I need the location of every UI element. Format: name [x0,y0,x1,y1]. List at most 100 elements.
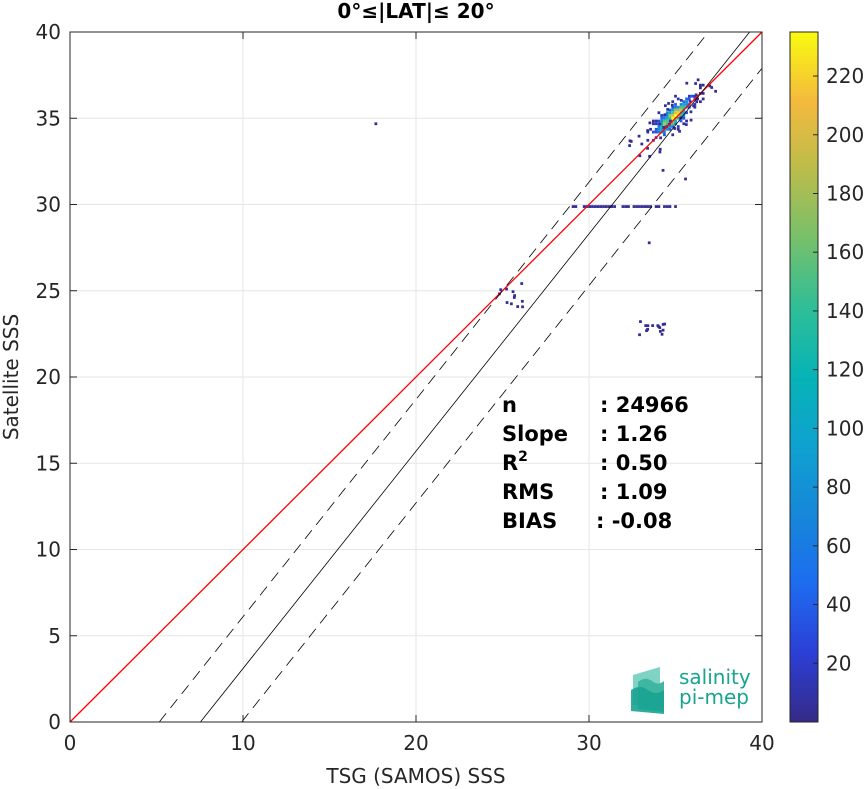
regression-lower-dashed-line [241,67,763,723]
x-tick-label: 30 [576,731,601,755]
heatmap-cell [602,205,605,208]
heatmap-cell [674,108,677,112]
heatmap-cell [656,324,660,327]
heatmap-cell [596,205,600,208]
heatmap-cell [638,154,642,158]
heatmap-cell [688,100,692,103]
colorbar-tick-label: 60 [826,534,851,558]
heatmap-cell [685,103,688,106]
heatmap-cell [671,125,675,128]
stat-label-superscript: 2 [518,449,528,465]
heatmap-cell [674,119,677,123]
heatmap-cell [593,205,597,208]
heatmap-cell [663,322,667,326]
heatmap-cell [665,119,669,123]
salinity-pimep-logo: salinity pi-mep [631,665,751,714]
heatmap-cell [674,111,677,115]
heatmap-cell [671,111,675,115]
heatmap-cell [671,116,675,120]
heatmap-cell [520,282,524,285]
heatmap-cell [646,205,650,208]
heatmap-cell [499,288,503,292]
colorbar-tick-label: 40 [826,593,851,617]
heatmap-cell [670,103,674,107]
heatmap-cell [676,105,680,109]
heatmap-cell [648,154,651,158]
heatmap-cell [639,320,642,323]
y-tick-label: 5 [48,624,61,648]
x-tick-label: 0 [64,731,77,755]
heatmap-cell [690,94,694,98]
heatmap-cell [674,122,677,126]
colorbar-tick-label: 120 [826,358,864,382]
heatmap-cell [685,81,689,85]
heatmap-cell [660,125,664,128]
heatmap-cell [676,111,680,115]
heatmap-cell [682,100,686,104]
heatmap-cell [511,290,515,294]
heatmap-cell [637,134,641,138]
heatmap-cell [610,205,614,208]
heatmap-cell [613,205,616,208]
logo-mark-icon [631,667,664,714]
heatmap-cell [679,114,683,117]
heatmap-cell [695,100,699,104]
heatmap-cell [659,136,663,140]
x-tick-label: 20 [403,731,428,755]
axis-ticks: 0 10 20 30 40 0 5 10 15 20 25 30 35 40 [36,20,775,755]
heatmap-cell [654,122,658,126]
heatmap-cell [646,129,650,132]
heatmap-cell [661,323,665,326]
heatmap-cell [676,108,680,112]
heatmap-cell [699,100,702,104]
heatmap-cell [668,127,672,131]
colorbar-tick-label: 100 [826,416,864,440]
heatmap-cell [679,108,683,112]
heatmap-cell [699,83,702,87]
colorbar-tick-label: 180 [826,181,864,205]
heatmap-cell [651,324,655,327]
heatmap-cell [657,130,661,134]
colorbar-ticks: 20 40 60 80 100 120 140 160 180 200 220 [813,64,864,675]
heatmap-cell [510,302,513,306]
reference-lines [69,31,763,723]
heatmap-cell [654,127,658,131]
heatmap-cell [574,205,578,208]
heatmap-cell [663,113,667,117]
heatmap-cell [657,125,661,128]
y-tick-label: 40 [36,20,61,44]
heatmap-cell [673,127,677,130]
stat-value: : -0.08 [596,509,672,533]
colorbar [789,31,819,723]
heatmap-cell [582,205,586,208]
heatmap-cell [667,102,670,105]
heatmap-cell [374,122,378,126]
heatmap-cell [638,333,641,337]
colorbar-tick-label: 220 [826,64,864,88]
heatmap-cell [624,205,628,208]
heatmap-cell [516,305,520,308]
y-tick-label: 30 [36,193,61,217]
heatmap-cell [665,205,669,208]
heatmap-cell [660,119,664,123]
heatmap-cell [651,130,655,134]
heatmap-cell [646,138,650,142]
heatmap-cell [668,205,672,208]
heatmap-cell [663,130,666,134]
heatmap-cell [638,205,641,208]
heatmap-cell [505,301,509,304]
heatmap-cell [662,126,666,129]
heatmap-cell [701,92,705,95]
heatmap-cell [658,147,662,151]
heatmap-cell [658,150,662,154]
heatmap-cell [676,116,680,120]
heatmap-cell [679,98,683,102]
heatmap-cell [699,86,702,90]
heatmap-cell [679,103,683,106]
heatmap-cell [668,114,672,117]
y-tick-label: 0 [48,710,61,734]
heatmap-cell [591,205,594,208]
colorbar-tick-label: 140 [826,299,864,323]
heatmap-cell [646,146,649,150]
identity-line [69,31,763,723]
